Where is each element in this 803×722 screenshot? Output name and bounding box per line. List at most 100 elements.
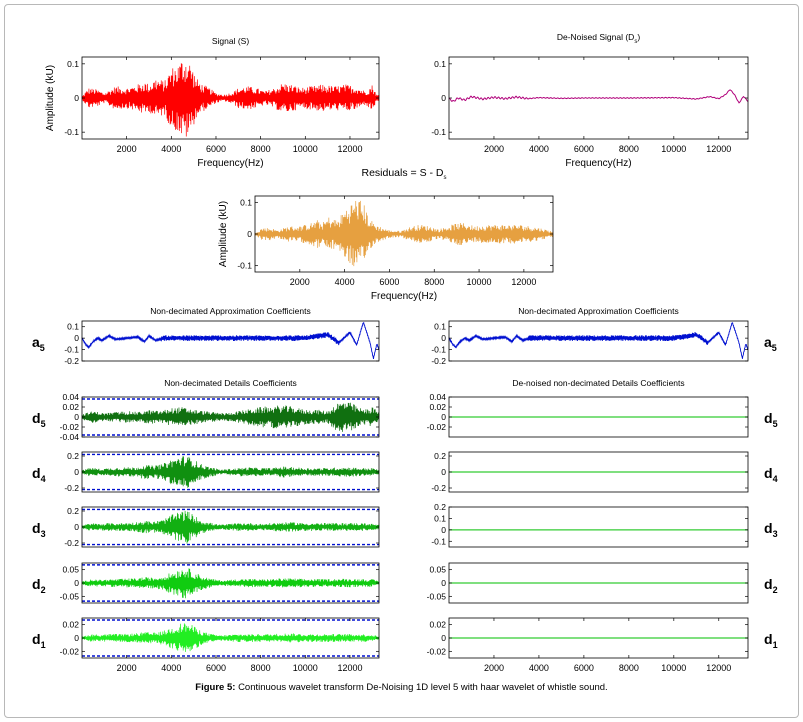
y-tick-label: 0 xyxy=(247,229,252,239)
y-tick-label: 0.02 xyxy=(429,402,446,412)
x-tick-label: 2000 xyxy=(117,144,137,154)
caption-label: Figure 5: xyxy=(195,682,236,693)
coefficient-letter: d xyxy=(764,631,773,647)
coefficient-letter: a xyxy=(764,334,772,350)
coefficient-letter: d xyxy=(764,576,773,592)
x-tick-label: 2000 xyxy=(290,277,310,287)
x-tick-label: 12000 xyxy=(706,144,731,154)
y-tick-label: -0.05 xyxy=(427,591,447,601)
y-tick-label: 0.02 xyxy=(62,620,79,630)
y-tick-label: -0.2 xyxy=(431,483,446,493)
coefficient-letter: d xyxy=(764,520,773,536)
x-tick-label: 2000 xyxy=(117,663,137,673)
x-axis-label: Frequency(Hz) xyxy=(565,158,631,169)
y-tick-label: 0.04 xyxy=(429,392,446,402)
y-tick-label: 0 xyxy=(74,467,79,477)
x-tick-label: 12000 xyxy=(337,144,362,154)
coefficient-level: 5 xyxy=(41,419,46,429)
y-tick-label: 0 xyxy=(441,333,446,343)
panel-denoised: De-Noised Signal (Ds) 0.1 0 -0.1 2000 4000 600… xyxy=(431,32,749,169)
y-tick-label: 0.1 xyxy=(434,513,446,523)
series-line xyxy=(81,402,380,432)
y-tick-label: 0 xyxy=(441,412,446,422)
panel-d2-right: 0.05 0 -0.05 d2 xyxy=(427,562,778,604)
y-tick-label: -0.02 xyxy=(60,422,80,432)
chart-title-main: Non-decimated Approximation Coefficients xyxy=(518,306,678,316)
x-tick-label: 4000 xyxy=(529,144,549,154)
x-tick-label: 6000 xyxy=(206,663,226,673)
chart-title-main: De-Noised Signal (D xyxy=(557,32,634,42)
y-tick-label: 0.02 xyxy=(429,620,446,630)
caption-text: Continuous wavelet transform De-Noising … xyxy=(238,682,608,693)
panel-d4-right: 0.2 0 -0.2 d4 xyxy=(431,451,777,493)
panel-residuals: Residuals = S - Ds 0.1 0 -0.1 2000 4000 6000 80… xyxy=(218,167,554,302)
y-tick-label: -0.1 xyxy=(431,345,446,355)
coefficient-label: d1 xyxy=(764,631,778,650)
series-line xyxy=(81,456,380,488)
chart-title: De-noised non-decimated Details Coeffici… xyxy=(512,378,684,388)
coefficient-letter: d xyxy=(764,465,773,481)
panel-d4-left: 0.2 0 -0.2 d4 xyxy=(32,451,380,493)
y-tick-label: 0.2 xyxy=(434,502,446,512)
coefficient-level: 1 xyxy=(773,640,778,650)
y-tick-label: -0.2 xyxy=(431,356,446,366)
coefficient-level: 2 xyxy=(41,585,46,595)
y-axis-label: Amplitude (kU) xyxy=(218,201,229,267)
y-tick-label: -0.04 xyxy=(60,432,80,442)
coefficient-label: d5 xyxy=(764,410,778,429)
y-tick-label: 0.05 xyxy=(429,565,446,575)
coefficient-letter: d xyxy=(32,410,41,426)
coefficient-level: 3 xyxy=(773,529,778,539)
y-tick-label: 0 xyxy=(441,467,446,477)
x-tick-label: 8000 xyxy=(619,144,639,154)
series-line xyxy=(81,510,380,544)
y-tick-label: 0 xyxy=(74,578,79,588)
coefficient-label: d1 xyxy=(32,631,46,650)
panel-d2-left: 0.05 0 -0.05 d2 xyxy=(32,562,380,604)
panel-d5-right: De-noised non-decimated Details Coeffici… xyxy=(427,378,778,438)
y-tick-label: 0.2 xyxy=(67,506,79,516)
series-line xyxy=(81,321,380,359)
x-tick-label: 2000 xyxy=(484,663,504,673)
chart-title: Non-decimated Approximation Coefficients xyxy=(150,306,310,316)
coefficient-label: d4 xyxy=(32,465,46,484)
y-tick-label: 0.05 xyxy=(62,565,79,575)
x-axis-label: Frequency(Hz) xyxy=(197,158,263,169)
x-tick-label: 10000 xyxy=(293,144,318,154)
x-tick-label: 2000 xyxy=(484,144,504,154)
x-tick-label: 6000 xyxy=(206,144,226,154)
x-tick-label: 4000 xyxy=(161,144,181,154)
chart-title-subscript: s xyxy=(444,175,447,181)
chart-title: Signal (S) xyxy=(212,36,249,46)
panel-d5-left: Non-decimated Details Coefficients 0.040.… xyxy=(32,378,380,442)
x-tick-label: 4000 xyxy=(529,663,549,673)
x-tick-label: 4000 xyxy=(161,663,181,673)
y-tick-label: 0 xyxy=(441,93,446,103)
coefficient-letter: d xyxy=(32,576,41,592)
series-line xyxy=(81,63,380,137)
chart-title: De-Noised Signal (Ds) xyxy=(557,32,640,45)
coefficient-level: 4 xyxy=(41,474,46,484)
plot-area xyxy=(82,321,379,361)
y-tick-label: -0.2 xyxy=(64,538,79,548)
chart-title: Residuals = S - Ds xyxy=(362,167,447,181)
y-tick-label: 0 xyxy=(74,412,79,422)
coefficient-label: d4 xyxy=(764,465,778,484)
x-tick-label: 10000 xyxy=(661,663,686,673)
y-tick-label: -0.1 xyxy=(431,127,446,137)
coefficient-level: 1 xyxy=(41,640,46,650)
y-tick-label: 0 xyxy=(441,633,446,643)
coefficient-label: a5 xyxy=(32,334,45,353)
coefficient-level: 2 xyxy=(773,585,778,595)
chart-title-end: ) xyxy=(637,32,640,42)
coefficient-letter: d xyxy=(32,465,41,481)
panel-a5-right: Non-decimated Approximation Coefficients… xyxy=(431,306,776,366)
coefficient-label: d2 xyxy=(764,576,778,595)
y-tick-label: 0.1 xyxy=(240,197,252,207)
y-tick-label: 0 xyxy=(74,333,79,343)
y-tick-label: 0.04 xyxy=(62,392,79,402)
coefficient-label: d3 xyxy=(32,520,46,539)
y-tick-label: 0 xyxy=(74,93,79,103)
x-tick-label: 12000 xyxy=(337,663,362,673)
